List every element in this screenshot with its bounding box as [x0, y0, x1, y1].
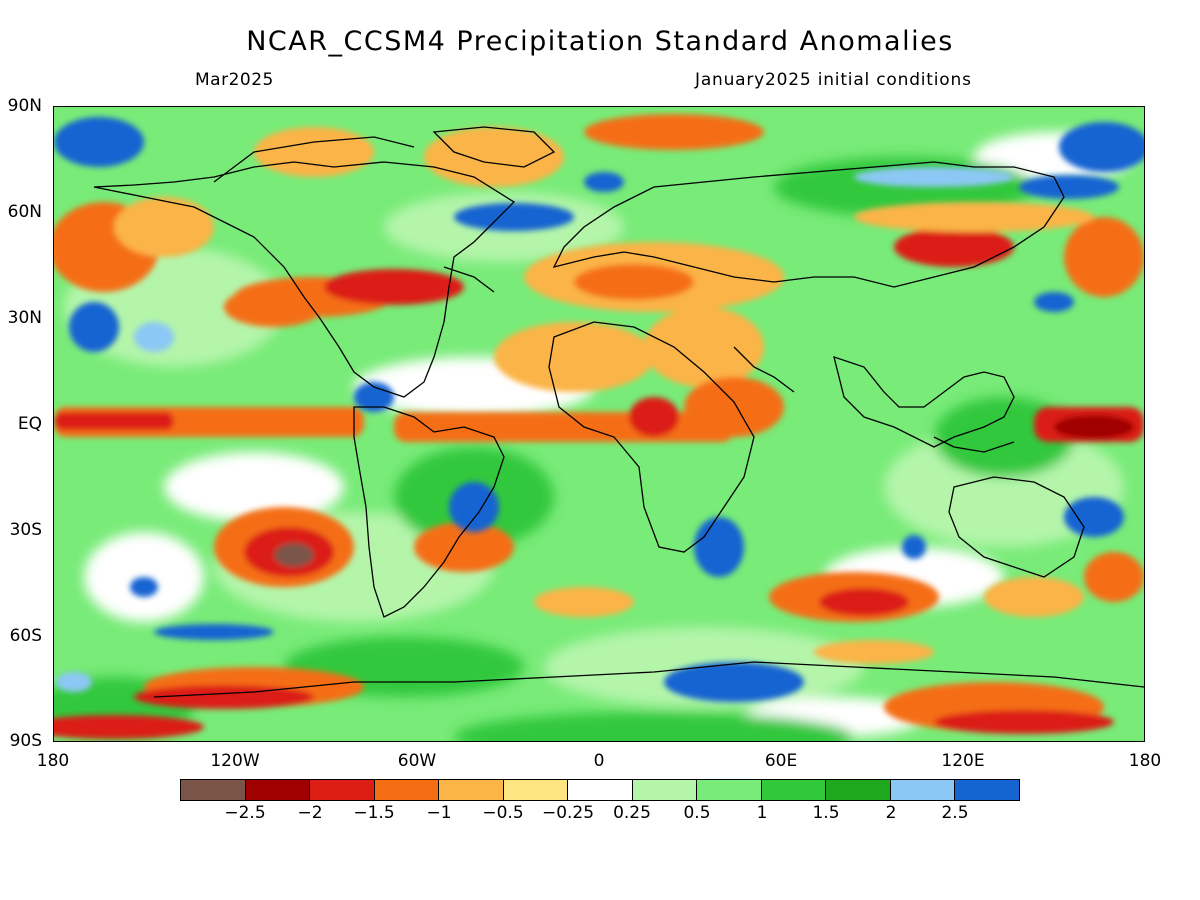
colorbar-label: −0.5	[482, 803, 524, 823]
colorbar-label: 1.5	[812, 803, 840, 823]
colorbar-label: 0.5	[683, 803, 711, 823]
colorbar-label: −1.5	[353, 803, 395, 823]
lat-label-90n: 90N	[7, 96, 42, 116]
colorbar-label: −2.5	[224, 803, 266, 823]
colorbar-segment	[310, 780, 375, 800]
colorbar-label: −1	[426, 803, 452, 823]
colorbar-segment	[374, 780, 440, 800]
lat-label-eq: EQ	[17, 414, 42, 434]
lon-label-180e: 180	[1128, 751, 1162, 771]
colorbar-label: −0.25	[541, 803, 595, 823]
colorbar-segment	[697, 780, 762, 800]
anomaly-field	[54, 107, 1144, 741]
lon-label-180w: 180	[36, 751, 70, 771]
valid-month-label: Mar2025	[195, 70, 274, 90]
lon-label-120w: 120W	[210, 751, 260, 771]
colorbar-label: −2	[297, 803, 323, 823]
lon-label-120e: 120E	[941, 751, 985, 771]
lat-label-60n: 60N	[7, 202, 42, 222]
anomaly-dry-regions	[54, 114, 1144, 739]
lat-label-60s: 60S	[9, 626, 42, 646]
chart-title: NCAR_CCSM4 Precipitation Standard Anomal…	[246, 26, 954, 57]
colorbar-label: 1	[756, 803, 768, 823]
lon-label-60e: 60E	[764, 751, 798, 771]
colorbar-segment	[568, 780, 633, 800]
colorbar-label: 2	[885, 803, 897, 823]
colorbar-label: 2.5	[941, 803, 969, 823]
coastlines	[93, 126, 1144, 698]
lat-label-30s: 30S	[9, 520, 42, 540]
lat-label-90s: 90S	[9, 731, 42, 751]
colorbar-segment	[503, 780, 569, 800]
lon-label-60w: 60W	[397, 751, 437, 771]
colorbar-segment	[439, 780, 504, 800]
lat-label-30n: 30N	[7, 308, 42, 328]
anomaly-wet-regions	[54, 117, 1144, 702]
colorbar-label: 0.25	[613, 803, 651, 823]
colorbar-segment	[826, 780, 891, 800]
init-conditions-label: January2025 initial conditions	[695, 70, 972, 90]
colorbar-segment	[181, 780, 246, 800]
colorbar-segment	[632, 780, 698, 800]
colorbar-segment	[761, 780, 827, 800]
lon-label-0: 0	[593, 751, 605, 771]
colorbar-segment	[890, 780, 956, 800]
colorbar-segment	[245, 780, 311, 800]
colorbar-segment	[955, 780, 1019, 800]
colorbar	[180, 779, 1020, 801]
anomaly-map	[53, 106, 1145, 742]
